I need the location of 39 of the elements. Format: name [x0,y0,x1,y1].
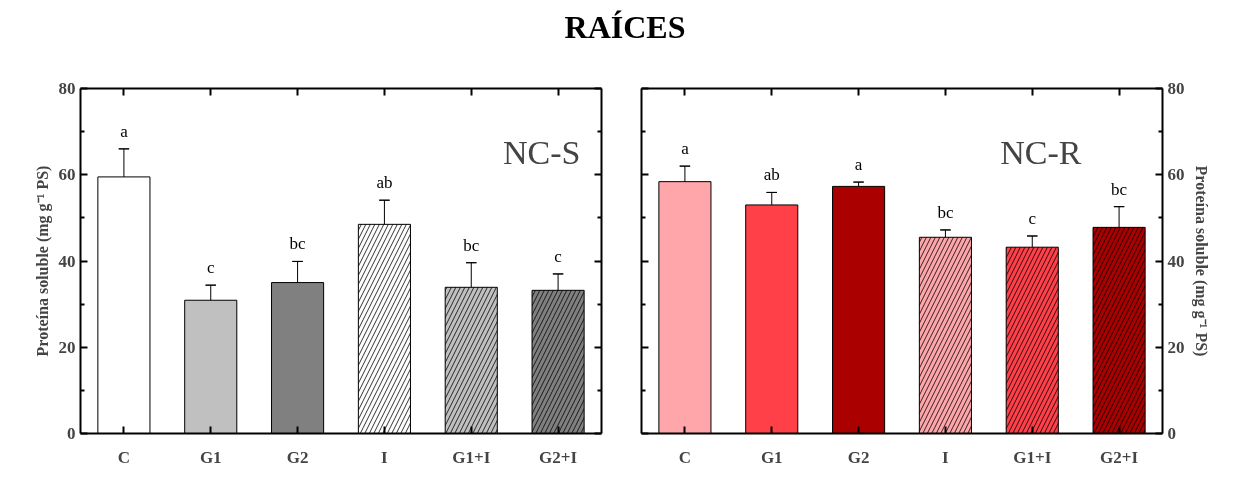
annotation: bc [463,235,480,255]
annotation: bc [937,202,954,222]
y-tick-label: 0 [1167,424,1176,443]
y-axis-title: Proteína soluble (mg g⁻¹ PS) [33,165,52,357]
annotation: c [554,246,563,266]
x-tick-label: G1+I [1013,447,1052,467]
annotation: ab [376,173,393,193]
annotation: bc [289,234,307,254]
annotation: ab [763,165,780,185]
x-tick-label: C [678,447,692,467]
annotation: NC-S [503,133,581,171]
x-tick-label: C [117,447,131,467]
annotation: a [681,139,690,159]
y-tick-label: 60 [58,165,76,185]
x-tick-label: I [381,447,389,467]
annotation: a [120,121,129,141]
annotation: NC-R [1000,133,1082,171]
x-tick-label: G1+I [452,447,491,467]
x-tick-label: G2 [286,447,309,467]
y-tick-label: 20 [1167,337,1185,357]
x-tick-label: G2+I [539,447,578,467]
chart-title: RAÍCES [564,8,686,47]
y-tick-label: 0 [67,424,76,443]
x-tick-label: G2 [847,447,870,467]
annotation: c [206,258,215,278]
x-tick-label: G2+I [1100,447,1139,467]
annotation: bc [1111,179,1128,199]
y-tick-label: 40 [58,251,76,271]
x-tick-label: G1 [760,447,783,467]
y-tick-label: 40 [1167,251,1185,271]
y-tick-label: 20 [58,337,76,357]
y-tick-label: 80 [1167,79,1185,98]
y-tick-label: 60 [1167,165,1185,185]
annotation: a [854,155,863,175]
x-tick-label: I [942,447,950,467]
y-tick-label: 80 [58,79,76,98]
y-axis-title: Proteína soluble (mg g⁻¹ PS) [1191,165,1210,357]
annotation: c [1028,208,1037,228]
x-tick-label: G1 [199,447,222,467]
